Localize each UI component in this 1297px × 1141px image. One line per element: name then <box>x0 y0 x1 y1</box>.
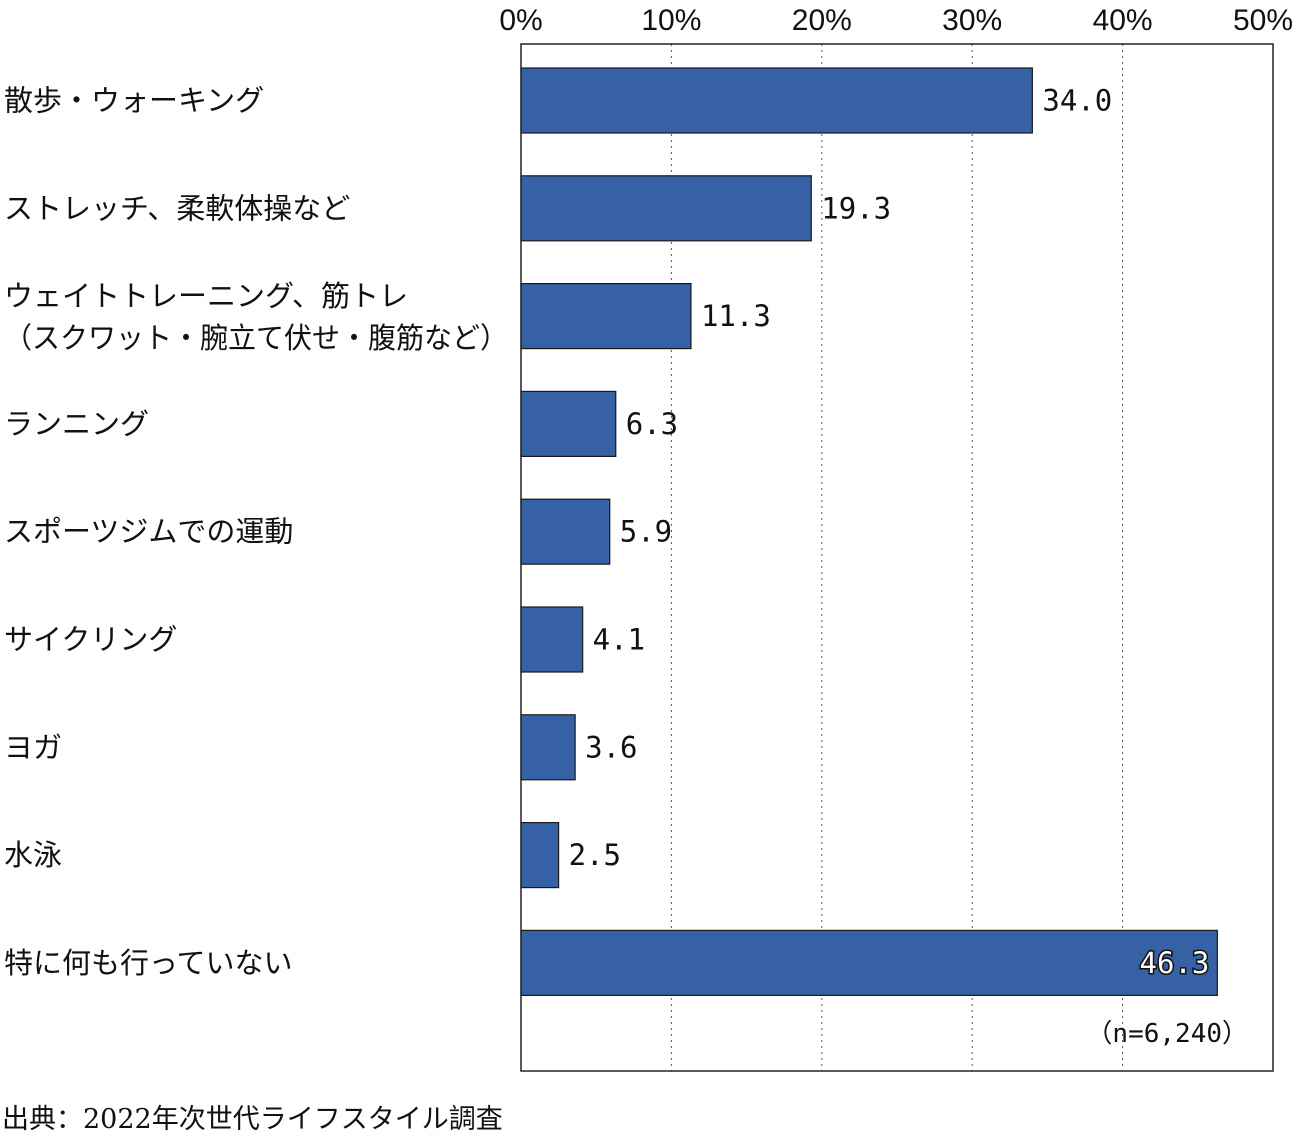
bar <box>520 606 584 673</box>
category-label: サイクリング <box>4 623 177 657</box>
bar <box>520 929 1218 997</box>
value-labels: 34.0 19.3 11.3 6.3 5.9 4.1 3.6 2.5 46.3 <box>569 84 1211 982</box>
bar <box>520 714 576 781</box>
bar <box>520 283 692 350</box>
plot-frame <box>520 43 1274 1072</box>
value-label: 4.1 <box>593 623 645 657</box>
x-axis-ticks: 0% 10% 20% 30% 40% 50% <box>499 4 1293 37</box>
value-label: 19.3 <box>821 191 891 225</box>
bars <box>520 67 1218 997</box>
x-tick-label: 50% <box>1233 4 1293 37</box>
category-label: スポーツジムでの運動 <box>4 515 293 549</box>
category-label: ストレッチ、柔軟体操など <box>4 191 350 225</box>
category-label: 散歩・ウォーキング <box>4 84 264 118</box>
bar <box>520 821 560 889</box>
value-label: 5.9 <box>620 515 672 549</box>
value-label: 11.3 <box>701 299 771 333</box>
value-label: 3.6 <box>585 730 637 764</box>
bar <box>520 498 611 565</box>
category-label: 水泳 <box>4 838 62 872</box>
x-tick-label: 30% <box>942 4 1002 37</box>
x-tick-label: 10% <box>641 4 701 37</box>
bar <box>520 175 812 242</box>
category-label: ヨガ <box>4 730 62 764</box>
x-tick-label: 20% <box>792 4 852 37</box>
bar <box>520 67 1033 134</box>
category-label: ウェイトトレーニング、筋トレ <box>4 279 408 313</box>
value-label: 34.0 <box>1042 84 1112 118</box>
value-label: 46.3 <box>1140 946 1210 980</box>
category-label: 特に何も行っていない <box>4 946 293 980</box>
x-tick-label: 40% <box>1093 4 1153 37</box>
category-label: （スクワット・腕立て伏せ・腹筋など） <box>4 321 508 355</box>
x-tick-label: 0% <box>499 4 542 37</box>
value-label: 2.5 <box>569 838 621 872</box>
source-note: 出典：2022年次世代ライフスタイル調査 <box>2 1104 503 1135</box>
sample-size-note: （n=6,240） <box>1086 1019 1248 1049</box>
bar <box>520 390 617 457</box>
category-label: ランニング <box>4 407 149 441</box>
value-label: 6.3 <box>626 407 678 441</box>
